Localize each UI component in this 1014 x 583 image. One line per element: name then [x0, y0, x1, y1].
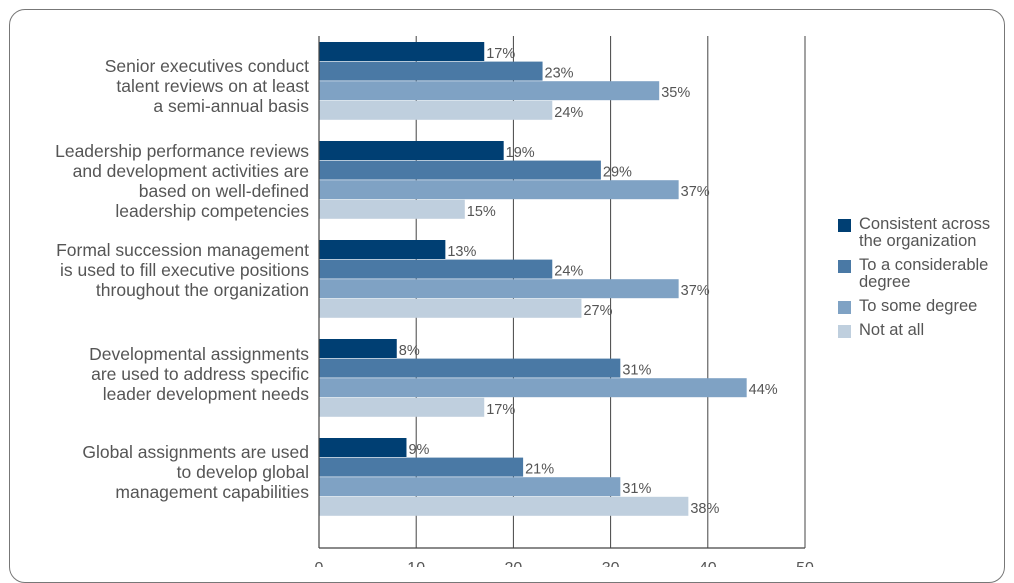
bar-value-label: 19% — [506, 145, 535, 161]
category-label: Leadership performance reviews and devel… — [55, 141, 309, 221]
bar — [319, 477, 621, 497]
bar — [319, 298, 582, 318]
bar-value-label: 24% — [554, 264, 583, 280]
legend-label: Not at all — [859, 321, 925, 339]
bar — [319, 378, 747, 398]
bar-value-label: 8% — [399, 343, 420, 359]
bar-value-label: 35% — [661, 85, 690, 101]
bar — [319, 240, 446, 259]
legend-item: Not at all — [838, 322, 1013, 339]
bar-value-label: 13% — [447, 244, 476, 260]
category-label: Senior executives conduct talent reviews… — [104, 56, 309, 116]
bar-value-label: 38% — [690, 501, 719, 517]
legend-swatch — [838, 325, 851, 338]
bar — [319, 397, 485, 417]
legend-swatch — [838, 301, 851, 314]
x-tick-label: 0 — [315, 560, 324, 567]
bar-value-label: 44% — [749, 382, 778, 398]
bar — [319, 42, 485, 61]
legend: Consistent across the organization To a c… — [838, 216, 1013, 346]
bar — [319, 199, 465, 219]
bar — [319, 180, 679, 200]
bar — [319, 160, 601, 180]
bar-value-label: 23% — [545, 66, 574, 82]
bar — [319, 141, 504, 160]
bar — [319, 259, 553, 279]
x-tick-label: 50 — [796, 560, 814, 567]
bar-value-label: 17% — [486, 402, 515, 418]
legend-item: To a considerable degree — [838, 257, 1013, 291]
x-tick-label: 30 — [602, 560, 620, 567]
bar — [319, 100, 553, 120]
legend-label: To some degree — [859, 297, 978, 315]
category-label: Formal succession management is used to … — [56, 240, 309, 300]
legend-item: Consistent across the organization — [838, 216, 1013, 250]
bar — [319, 496, 689, 516]
bar-value-label: 21% — [525, 462, 554, 478]
bar — [319, 61, 543, 81]
legend-swatch — [838, 260, 851, 273]
bar — [319, 358, 621, 378]
bar-value-label: 27% — [583, 303, 612, 319]
bar-value-label: 31% — [622, 481, 651, 497]
bar-value-label: 29% — [603, 165, 632, 181]
bar — [319, 438, 407, 457]
bar — [319, 457, 524, 477]
bar-chart: 17% 23% 35% 24% 19% 29% 37% 15% 13% 24% 37% 27% 8% 31… — [315, 36, 814, 567]
category-label: Developmental assignments are used to ad… — [89, 344, 309, 404]
bar-value-label: 17% — [486, 46, 515, 62]
legend-label: To a considerable degree — [859, 256, 989, 291]
bar — [319, 81, 660, 101]
legend-label: Consistent across the organization — [859, 215, 991, 250]
legend-swatch — [838, 219, 851, 232]
category-label: Global assignments are used to develop g… — [82, 442, 309, 502]
x-tick-label: 20 — [505, 560, 523, 567]
bar-value-label: 37% — [681, 184, 710, 200]
bar — [319, 339, 397, 358]
bar — [319, 279, 679, 299]
bar-value-label: 9% — [408, 442, 429, 458]
legend-item: To some degree — [838, 298, 1013, 315]
bar-value-label: 31% — [622, 363, 651, 379]
x-tick-label: 40 — [699, 560, 717, 567]
x-tick-label: 10 — [407, 560, 425, 567]
bar-value-label: 37% — [681, 283, 710, 299]
bar-value-label: 24% — [554, 105, 583, 121]
bar-value-label: 15% — [467, 204, 496, 220]
